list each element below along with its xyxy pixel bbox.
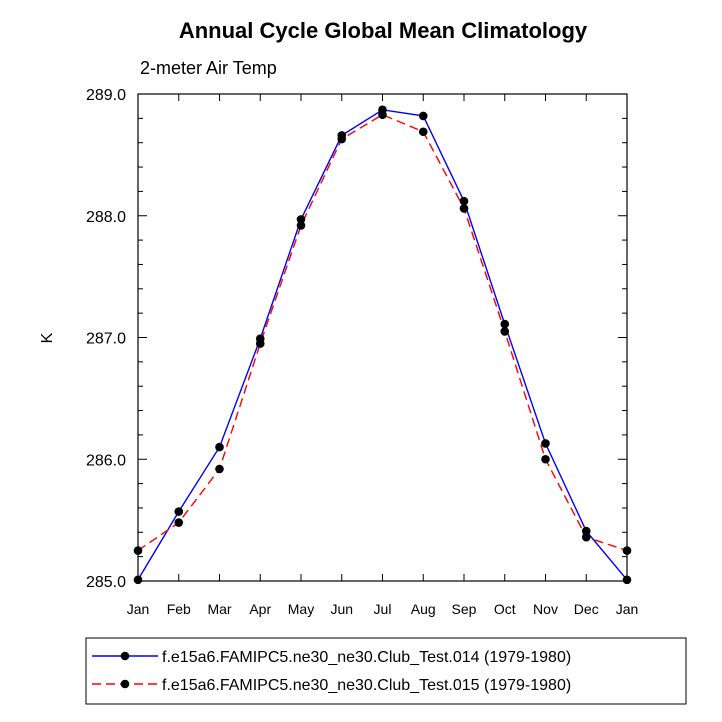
data-point bbox=[296, 221, 306, 230]
data-point bbox=[581, 532, 591, 542]
series-1 bbox=[137, 109, 628, 581]
chart-subtitle: 2-meter Air Temp bbox=[140, 58, 277, 78]
x-tick-label: Nov bbox=[533, 601, 558, 617]
x-tick-label: May bbox=[288, 601, 314, 617]
x-tick-labels: Jan Feb Mar Apr May Jun Jul Aug Sep Oct Nov Dec Jan bbox=[127, 601, 639, 617]
legend-marker bbox=[120, 651, 130, 661]
axis-ticks bbox=[137, 93, 628, 582]
legend-label: f.e15a6.FAMIPC5.ne30_ne30.Club_Test.014 … bbox=[162, 649, 571, 666]
legend: f.e15a6.FAMIPC5.ne30_ne30.Club_Test.014 … bbox=[85, 637, 687, 705]
y-tick-labels: 285.0 286.0 287.0 288.0 289.0 bbox=[86, 87, 126, 591]
x-tick-label: Aug bbox=[411, 601, 436, 617]
data-point bbox=[215, 464, 224, 474]
data-point bbox=[418, 127, 428, 137]
y-tick-label: 289.0 bbox=[86, 87, 126, 104]
data-point bbox=[174, 518, 184, 527]
series-1-markers bbox=[133, 105, 632, 585]
x-tick-label: Feb bbox=[167, 601, 191, 617]
data-point bbox=[459, 196, 469, 206]
data-point bbox=[459, 204, 469, 213]
data-point bbox=[255, 339, 265, 348]
y-tick-label: 285.0 bbox=[86, 574, 126, 591]
y-tick-label: 287.0 bbox=[86, 331, 126, 348]
series-group bbox=[133, 105, 632, 585]
data-point bbox=[581, 526, 591, 536]
data-point bbox=[337, 134, 347, 144]
data-point bbox=[174, 507, 184, 516]
plot-frame bbox=[137, 93, 628, 582]
x-tick-label: Dec bbox=[574, 601, 599, 617]
y-tick-label: 286.0 bbox=[86, 452, 126, 469]
data-point bbox=[215, 442, 224, 452]
series-2-markers bbox=[133, 110, 632, 555]
chart-title: Annual Cycle Global Mean Climatology bbox=[179, 18, 588, 43]
x-tick-label: Apr bbox=[249, 601, 271, 617]
series-line bbox=[137, 109, 628, 581]
x-tick-label: Oct bbox=[494, 601, 516, 617]
y-tick-label: 288.0 bbox=[86, 209, 126, 226]
x-tick-label: Jul bbox=[374, 601, 392, 617]
data-point bbox=[541, 439, 550, 448]
series-2 bbox=[137, 113, 628, 552]
data-point bbox=[541, 454, 550, 464]
x-tick-label: Jan bbox=[127, 601, 150, 617]
x-tick-label: Sep bbox=[452, 601, 477, 617]
x-tick-label: Mar bbox=[207, 601, 231, 617]
legend-label: f.e15a6.FAMIPC5.ne30_ne30.Club_Test.015 … bbox=[162, 677, 571, 694]
data-point bbox=[418, 111, 428, 121]
data-point bbox=[500, 319, 510, 329]
legend-box bbox=[85, 637, 687, 705]
data-point bbox=[500, 327, 510, 336]
legend-marker bbox=[120, 679, 130, 689]
series-line bbox=[137, 113, 628, 552]
y-axis-label: K bbox=[39, 332, 56, 343]
x-tick-label: Jun bbox=[330, 601, 353, 617]
data-point bbox=[378, 110, 387, 119]
x-tick-label: Jan bbox=[616, 601, 639, 617]
data-point bbox=[296, 215, 306, 224]
